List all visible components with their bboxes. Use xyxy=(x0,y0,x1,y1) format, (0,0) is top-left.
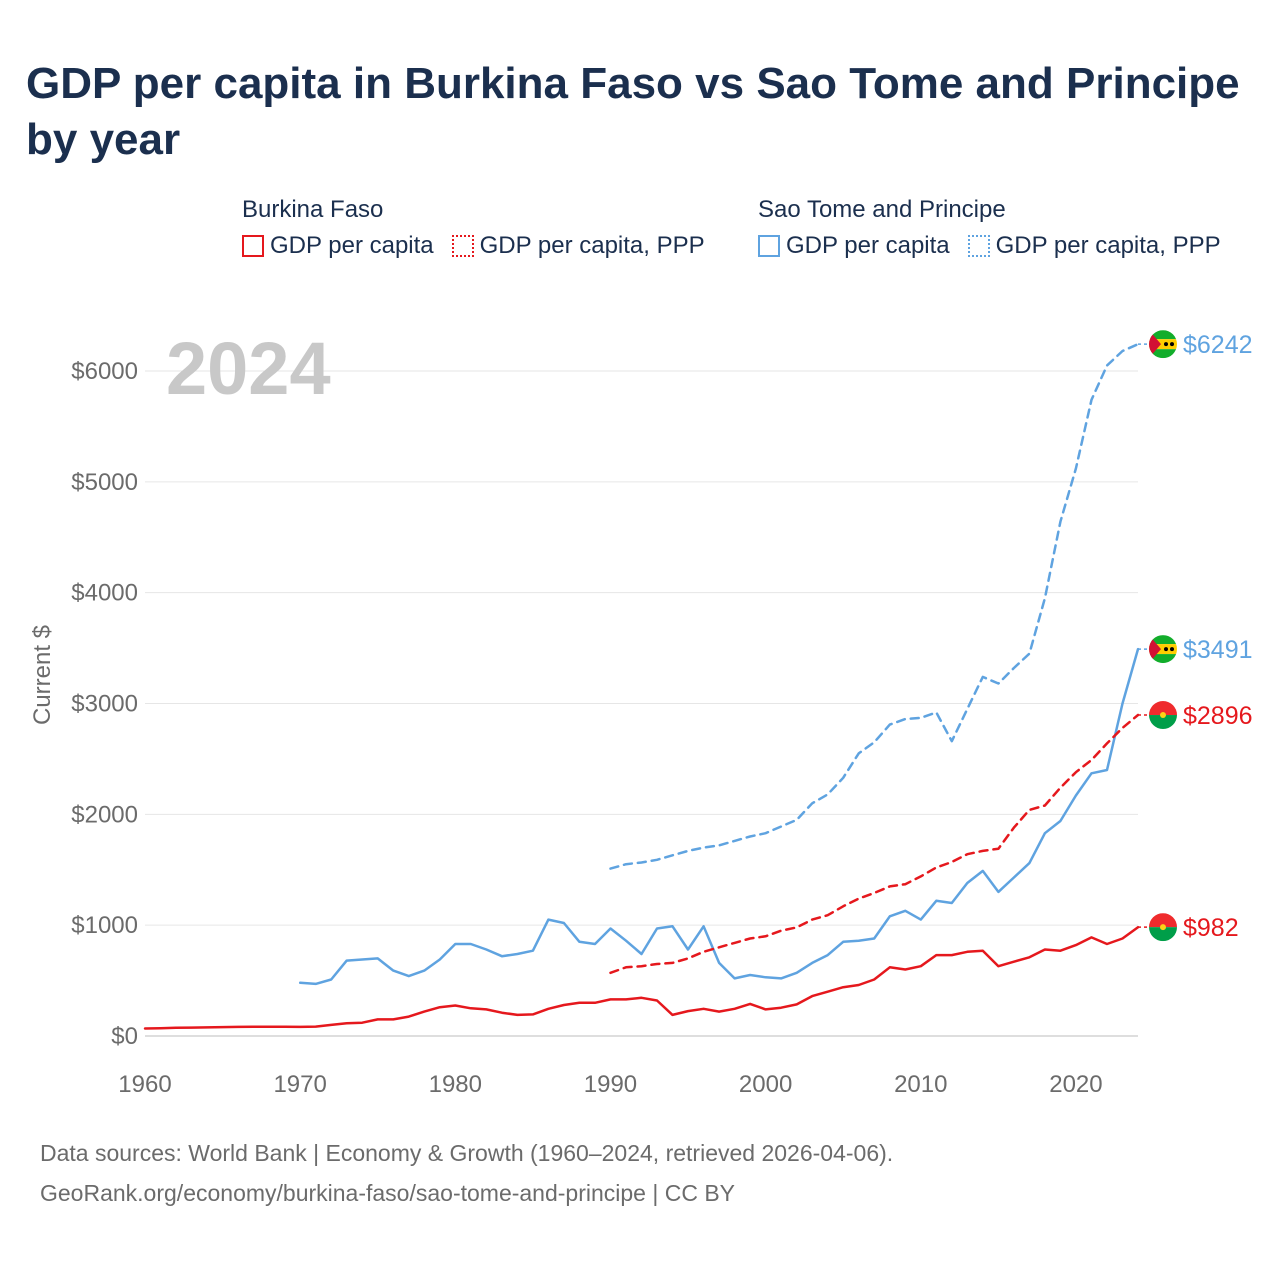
flag-stripe-yellow xyxy=(1149,644,1177,655)
x-tick-label: 2020 xyxy=(1049,1071,1102,1098)
legend-item-bf-gdp[interactable]: GDP per capita xyxy=(242,232,434,260)
legend-group-sao-tome: Sao Tome and Principe GDP per capita GDP… xyxy=(758,194,1221,260)
chart-title: GDP per capita in Burkina Faso vs Sao To… xyxy=(26,59,1240,164)
flag-stripe-green xyxy=(1149,715,1177,730)
sao-tome-flag-icon xyxy=(1149,330,1177,359)
legend-heading-sao-tome: Sao Tome and Principe xyxy=(758,196,1006,223)
legend-swatch-dotted-blue xyxy=(967,235,990,257)
footer-sources: Data sources: World Bank | Economy & Gro… xyxy=(40,1140,894,1166)
end-value-label: $3491 xyxy=(1183,636,1253,664)
legend-heading-burkina-faso: Burkina Faso xyxy=(242,196,384,223)
legend-item-bf-gdp-ppp[interactable]: GDP per capita, PPP xyxy=(451,232,705,260)
legend-swatch-solid-blue xyxy=(758,235,780,257)
legend-group-burkina-faso: Burkina Faso GDP per capita GDP per capi… xyxy=(242,194,705,260)
legend-label: GDP per capita, PPP xyxy=(995,232,1221,259)
legend-swatch-dotted-red xyxy=(451,235,474,257)
flag-stripe-green-bottom xyxy=(1149,349,1177,359)
y-tick-label: $6000 xyxy=(71,358,138,385)
legend-label: GDP per capita xyxy=(270,232,434,259)
x-tick-label: 1990 xyxy=(584,1071,637,1098)
legend-label: GDP per capita, PPP xyxy=(479,232,705,259)
flag-star xyxy=(1170,647,1174,652)
flag-body xyxy=(1149,635,1177,664)
series-line xyxy=(143,925,1140,1030)
y-tick-label: $1000 xyxy=(71,912,138,939)
series-line xyxy=(609,713,1140,975)
flag-star xyxy=(1160,712,1166,719)
flag-stripe-green xyxy=(1149,927,1177,942)
y-tick-label: $5000 xyxy=(71,469,138,496)
flag-body xyxy=(1149,330,1177,359)
footer-url[interactable]: GeoRank.org/economy/burkina-faso/sao-tom… xyxy=(40,1180,736,1206)
sao-tome-flag-icon xyxy=(1149,635,1177,664)
x-tick-label: 2010 xyxy=(894,1071,947,1098)
y-tick-label: $3000 xyxy=(71,691,138,718)
flag-stripe-yellow xyxy=(1149,339,1177,350)
flag-triangle xyxy=(1149,635,1161,664)
x-tick-label: 1970 xyxy=(273,1071,326,1098)
flag-stripe-green-top xyxy=(1149,330,1177,340)
flag-body xyxy=(1149,701,1177,730)
x-tick-label: 1960 xyxy=(118,1071,171,1098)
flag-star xyxy=(1164,342,1168,347)
y-tick-label: $2000 xyxy=(71,801,138,828)
y-tick-label: $0 xyxy=(111,1023,138,1050)
flag-star xyxy=(1164,647,1168,652)
y-axis-label: Current $ xyxy=(29,625,56,725)
flag-stripe-red xyxy=(1149,701,1177,716)
flag-star xyxy=(1170,342,1174,347)
burkina-faso-flag-icon xyxy=(1149,701,1177,730)
flag-body xyxy=(1149,913,1177,942)
line-chart: $0 $1000 $2000 $3000 $4000 $5000 $6000 1960 1970… xyxy=(29,327,1253,1098)
flag-triangle xyxy=(1149,330,1161,359)
burkina-faso-flag-icon xyxy=(1149,913,1177,942)
end-value-label: $982 xyxy=(1183,914,1239,942)
flag-stripe-green-bottom xyxy=(1149,654,1177,664)
year-label: 2024 xyxy=(166,327,331,410)
end-value-label: $2896 xyxy=(1183,702,1253,730)
x-tick-label: 1980 xyxy=(429,1071,482,1098)
flag-stripe-green-top xyxy=(1149,635,1177,645)
legend-label: GDP per capita xyxy=(786,232,950,259)
series-line xyxy=(609,342,1140,870)
y-tick-label: $4000 xyxy=(71,580,138,607)
legend-swatch-solid-red xyxy=(242,235,264,257)
flag-stripe-red xyxy=(1149,913,1177,928)
end-value-label: $6242 xyxy=(1183,331,1253,359)
flag-star xyxy=(1160,924,1166,931)
series-line xyxy=(298,647,1140,986)
x-tick-label: 2000 xyxy=(739,1071,792,1098)
legend-item-st-gdp-ppp[interactable]: GDP per capita, PPP xyxy=(967,232,1221,260)
legend-item-st-gdp[interactable]: GDP per capita xyxy=(758,232,950,260)
